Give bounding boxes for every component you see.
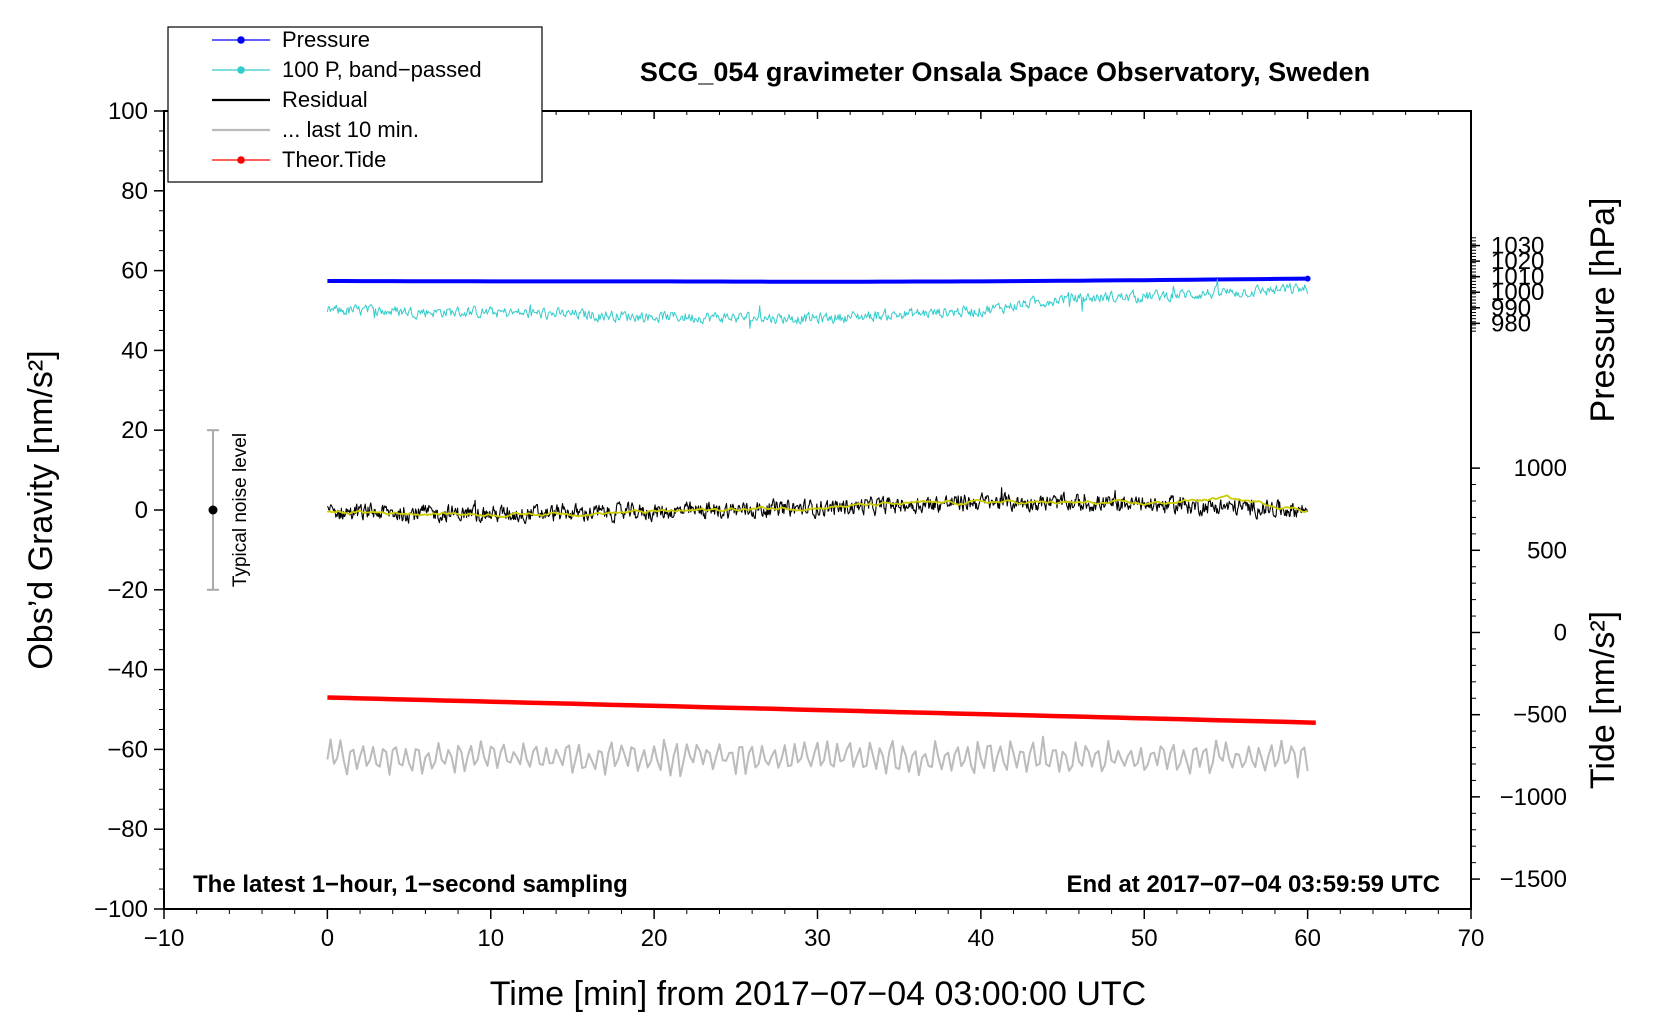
legend-label: Pressure [282,27,370,52]
y-tick-label: −20 [107,577,148,604]
series-residual-smoothed [326,494,1308,518]
y-axis-title-pressure: Pressure [hPa] [1584,198,1622,423]
legend-item: Theor.Tide [212,147,386,172]
legend-item: Residual [212,87,368,112]
series-pressure [327,276,1308,284]
pressure-tick-label: 1010 [1491,264,1544,291]
y-tick-label: −100 [94,896,148,923]
pressure-tick-label: 980 [1491,310,1531,337]
axis-ticks: −10 0 10 20 30 40 50 60 70100806040200−20−40−60−… [94,98,1567,952]
noise-bar-label: Typical noise level [230,433,251,587]
x-tick-label: −10 [144,925,185,952]
x-tick-label: 70 [1458,925,1485,952]
series-pressure-marker [1304,275,1311,282]
legend-label: ... last 10 min. [282,117,419,142]
pressure-tick-label: 990 [1491,295,1531,322]
annotation-end-time: End at 2017−07−04 03:59:59 UTC [1066,871,1440,898]
y-tick-label: 20 [121,417,148,444]
x-tick-label: 10 [477,925,504,952]
x-tick-label: 50 [1131,925,1158,952]
legend-marker [237,156,245,164]
y-tick-label: 80 [121,178,148,205]
legend-marker [237,66,245,74]
legend-label: 100 P, band−passed [282,57,482,82]
series-residual [326,487,1309,524]
tide-tick-label: 1000 [1514,455,1567,482]
y-tick-label: −80 [107,816,148,843]
legend-label: Residual [282,87,368,112]
chart-title: SCG_054 gravimeter Onsala Space Observat… [640,57,1370,87]
y-tick-label: −60 [107,736,148,763]
y-tick-label: 40 [121,337,148,364]
annotation-sampling: The latest 1−hour, 1−second sampling [193,871,628,898]
series-100-p-band-passed [326,278,1309,329]
x-tick-label: 20 [641,925,668,952]
tide-tick-label: −1000 [1500,784,1567,811]
y-tick-label: 0 [135,497,148,524]
x-tick-label: 60 [1294,925,1321,952]
y-tick-label: 100 [108,98,148,125]
tide-tick-label: −1500 [1500,866,1567,893]
noise-bar-center [208,505,218,515]
legend-item: ... last 10 min. [212,117,419,142]
y-axis-title-tide: Tide [nm/s²] [1584,611,1622,789]
x-axis-title: Time [min] from 2017−07−04 03:00:00 UTC [490,975,1146,1013]
y-tick-label: 60 [121,258,148,285]
series-layer [326,275,1316,779]
legend: Pressure 100 P, band−passed Residual ... la… [167,26,543,183]
pressure-tick-label: 1000 [1491,279,1544,306]
legend-box [167,26,543,183]
y-axis-title-left: Obs’d Gravity [nm/s²] [22,350,60,669]
series-theor-tide [327,695,1316,725]
tide-tick-label: −500 [1513,702,1567,729]
tide-tick-label: 0 [1554,619,1567,646]
legend-label: Theor.Tide [282,147,386,172]
x-tick-label: 30 [804,925,831,952]
pressure-tick-label: 1020 [1491,248,1544,275]
noise-level-indicator: Typical noise level [207,429,251,591]
tide-tick-label: 500 [1527,537,1567,564]
x-tick-label: 0 [321,925,334,952]
legend-item: 100 P, band−passed [212,57,482,82]
x-tick-label: 40 [968,925,995,952]
legend-item: Pressure [212,27,370,52]
y-tick-label: −40 [107,657,148,684]
pressure-tick-label: 1030 [1491,233,1544,260]
legend-marker [237,36,245,44]
series-last-10-min [326,735,1309,779]
